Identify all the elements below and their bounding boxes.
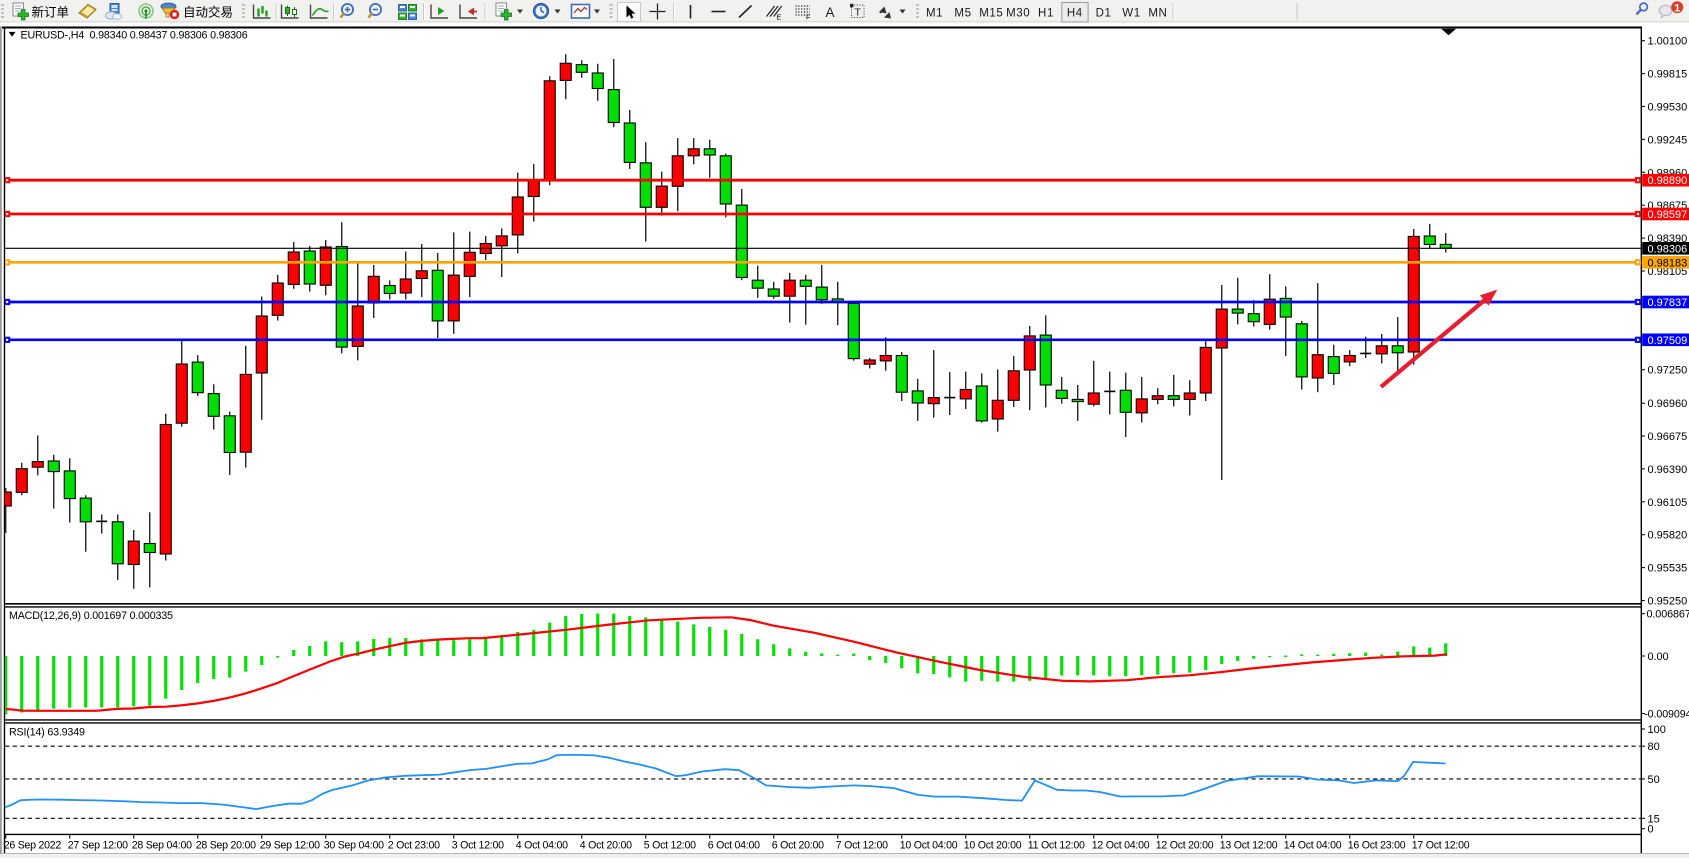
svg-text:0.00: 0.00 [1648, 651, 1669, 663]
svg-text:0.97509: 0.97509 [1648, 335, 1688, 347]
svg-text:EURUSD-,H4 0.98340 0.98437 0.: EURUSD-,H4 0.98340 0.98437 0.98306 0.983… [21, 29, 248, 41]
svg-text:H1: H1 [1038, 7, 1054, 19]
svg-text:MN: MN [1148, 7, 1167, 19]
svg-text:0.99815: 0.99815 [1648, 69, 1688, 81]
svg-text:50: 50 [1648, 774, 1660, 786]
svg-text:W1: W1 [1122, 7, 1140, 19]
svg-text:0.95250: 0.95250 [1648, 596, 1688, 608]
svg-text:0.006867: 0.006867 [1647, 609, 1689, 621]
svg-text:13 Oct 12:00: 13 Oct 12:00 [1220, 840, 1278, 852]
svg-text:11 Oct 12:00: 11 Oct 12:00 [1028, 840, 1085, 852]
svg-text:H4: H4 [1067, 7, 1083, 19]
svg-text:0.98890: 0.98890 [1648, 175, 1688, 187]
svg-text:0.97250: 0.97250 [1648, 365, 1688, 377]
svg-text:0.95820: 0.95820 [1648, 530, 1688, 542]
svg-text:5 Oct 12:00: 5 Oct 12:00 [644, 840, 696, 852]
svg-text:29 Sep 12:00: 29 Sep 12:00 [260, 840, 320, 852]
svg-text:0.96105: 0.96105 [1648, 497, 1688, 509]
svg-text:0.95535: 0.95535 [1648, 563, 1688, 575]
svg-text:M1: M1 [926, 7, 943, 19]
svg-text:1.00100: 1.00100 [1648, 36, 1688, 48]
svg-text:3 Oct 12:00: 3 Oct 12:00 [452, 840, 504, 852]
svg-text:0.98183: 0.98183 [1648, 257, 1688, 269]
svg-text:100: 100 [1648, 724, 1666, 736]
svg-text:30 Sep 04:00: 30 Sep 04:00 [324, 840, 384, 852]
svg-text:17 Oct 12:00: 17 Oct 12:00 [1412, 840, 1470, 852]
svg-text:A: A [826, 5, 835, 20]
svg-text:RSI(14) 63.9349: RSI(14) 63.9349 [9, 726, 85, 738]
svg-text:2 Oct 23:00: 2 Oct 23:00 [388, 840, 440, 852]
svg-text:0.96960: 0.96960 [1648, 398, 1688, 410]
svg-text:新订单: 新订单 [32, 5, 70, 20]
svg-text:0: 0 [1648, 824, 1654, 836]
svg-text:T: T [855, 7, 862, 19]
svg-text:14 Oct 04:00: 14 Oct 04:00 [1284, 840, 1342, 852]
svg-text:M30: M30 [1006, 7, 1030, 19]
svg-text:1: 1 [1674, 2, 1680, 14]
svg-text:MACD(12,26,9) 0.001697 0.00033: MACD(12,26,9) 0.001697 0.000335 [9, 610, 173, 622]
svg-text:0.96675: 0.96675 [1648, 431, 1688, 443]
svg-text:6 Oct 04:00: 6 Oct 04:00 [708, 840, 760, 852]
svg-text:自动交易: 自动交易 [183, 5, 233, 20]
svg-text:16 Oct 23:00: 16 Oct 23:00 [1348, 840, 1406, 852]
svg-text:4 Oct 20:00: 4 Oct 20:00 [580, 840, 632, 852]
svg-text:80: 80 [1648, 741, 1660, 753]
svg-text:28 Sep 04:00: 28 Sep 04:00 [132, 840, 192, 852]
svg-text:12 Oct 20:00: 12 Oct 20:00 [1156, 840, 1214, 852]
svg-text:0.99530: 0.99530 [1648, 102, 1688, 114]
svg-text:10 Oct 20:00: 10 Oct 20:00 [964, 840, 1022, 852]
svg-text:0.98306: 0.98306 [1648, 243, 1688, 255]
svg-text:0.97837: 0.97837 [1648, 297, 1688, 309]
svg-text:26 Sep 2022: 26 Sep 2022 [4, 840, 62, 852]
svg-text:6 Oct 20:00: 6 Oct 20:00 [772, 840, 824, 852]
svg-text:12 Oct 04:00: 12 Oct 04:00 [1092, 840, 1150, 852]
svg-text:0.99245: 0.99245 [1648, 134, 1688, 146]
svg-text:0.98597: 0.98597 [1648, 209, 1688, 221]
svg-text:D1: D1 [1096, 7, 1112, 19]
svg-text:F: F [806, 15, 810, 22]
svg-text:7 Oct 12:00: 7 Oct 12:00 [836, 840, 888, 852]
svg-text:4 Oct 04:00: 4 Oct 04:00 [516, 840, 568, 852]
svg-text:M5: M5 [954, 7, 971, 19]
svg-text:27 Sep 12:00: 27 Sep 12:00 [68, 840, 128, 852]
svg-text:E: E [777, 15, 782, 22]
svg-text:-0.009094: -0.009094 [1644, 709, 1689, 721]
svg-text:28 Sep 20:00: 28 Sep 20:00 [196, 840, 256, 852]
svg-text:0.96390: 0.96390 [1648, 464, 1688, 476]
svg-text:M15: M15 [979, 7, 1003, 19]
svg-text:10 Oct 04:00: 10 Oct 04:00 [900, 840, 958, 852]
